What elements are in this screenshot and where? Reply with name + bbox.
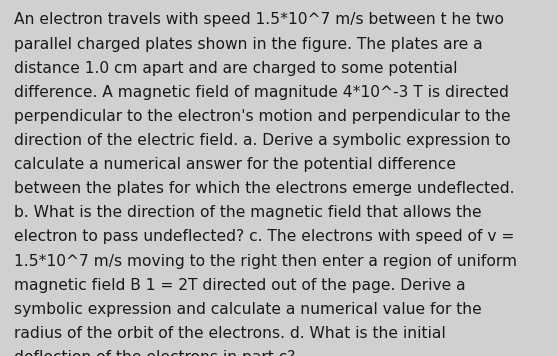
Text: distance 1.0 cm apart and are charged to some potential: distance 1.0 cm apart and are charged to… <box>14 61 458 76</box>
Text: magnetic field B 1 = 2T directed out of the page. Derive a: magnetic field B 1 = 2T directed out of … <box>14 278 465 293</box>
Text: difference. A magnetic field of magnitude 4*10^-3 T is directed: difference. A magnetic field of magnitud… <box>14 85 509 100</box>
Text: parallel charged plates shown in the figure. The plates are a: parallel charged plates shown in the fig… <box>14 37 483 52</box>
Text: radius of the orbit of the electrons. d. What is the initial: radius of the orbit of the electrons. d.… <box>14 326 446 341</box>
Text: 1.5*10^7 m/s moving to the right then enter a region of uniform: 1.5*10^7 m/s moving to the right then en… <box>14 253 517 268</box>
Text: electron to pass undeflected? c. The electrons with speed of v =: electron to pass undeflected? c. The ele… <box>14 230 514 245</box>
Text: direction of the electric field. a. Derive a symbolic expression to: direction of the electric field. a. Deri… <box>14 133 511 148</box>
Text: calculate a numerical answer for the potential difference: calculate a numerical answer for the pot… <box>14 157 456 172</box>
Text: b. What is the direction of the magnetic field that allows the: b. What is the direction of the magnetic… <box>14 205 482 220</box>
Text: An electron travels with speed 1.5*10^7 m/s between t he two: An electron travels with speed 1.5*10^7 … <box>14 12 504 27</box>
Text: between the plates for which the electrons emerge undeflected.: between the plates for which the electro… <box>14 181 514 196</box>
Text: perpendicular to the electron's motion and perpendicular to the: perpendicular to the electron's motion a… <box>14 109 511 124</box>
Text: symbolic expression and calculate a numerical value for the: symbolic expression and calculate a nume… <box>14 302 482 317</box>
Text: deflection of the electrons in part c?: deflection of the electrons in part c? <box>14 350 295 356</box>
